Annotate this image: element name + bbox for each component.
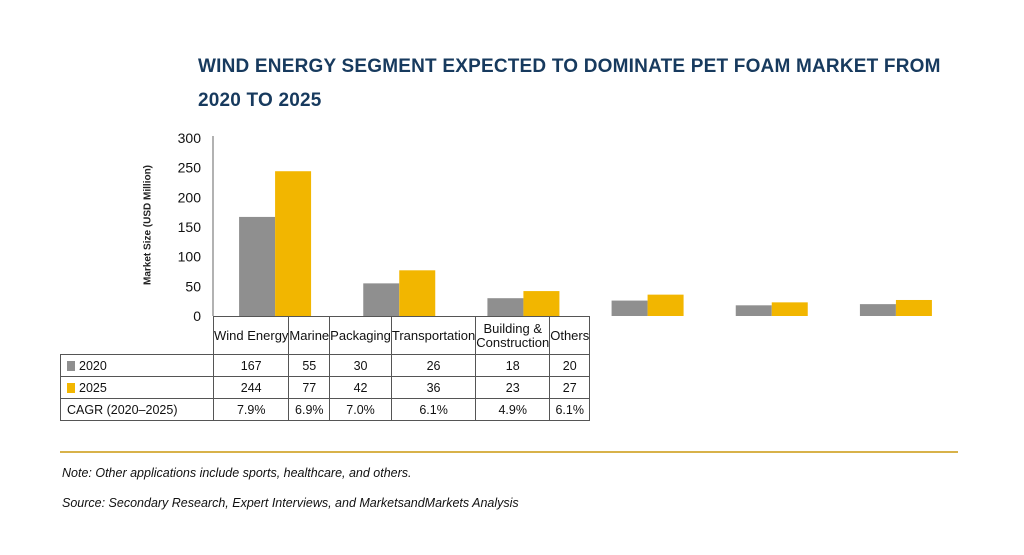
y-tick-label: 0 [193,308,201,324]
table-cell: 6.9% [288,398,331,421]
y-axis-label: Market Size (USD Million) [142,164,154,286]
bar-2020-5 [859,304,896,316]
data-table: Wind Energy Marine Packaging Transportat… [60,316,591,421]
bar-2020-3 [611,300,648,316]
table-category-cell: Others [549,316,591,355]
table-cell: 30 [329,354,392,377]
table-cell: 77 [288,376,331,399]
category-label: Wind Energy [214,327,289,343]
table-cell: 244 [212,376,290,399]
bar-chart: 0 50 100 150 200 250 300 [178,130,932,324]
category-label: Others [550,327,590,343]
row-label: 2025 [79,380,107,395]
row-header: 2025 [60,376,214,399]
category-label: Packaging [330,327,391,343]
separator-rule [60,451,958,453]
table-cell: 55 [288,354,331,377]
table-cell: 20 [549,354,591,377]
bar-2020-1 [363,283,400,316]
bar-2025-2 [523,291,560,316]
y-tick-label: 50 [185,278,201,294]
table-category-cell: Wind Energy [212,316,290,355]
category-label: Marine [289,327,330,343]
table-category-cell: Building & Construction [475,316,551,355]
table-cell: 27 [549,376,591,399]
table-row-2025: 2025 244 77 42 36 23 27 [60,376,591,399]
y-tick-label: 200 [178,189,202,205]
table-cell: 36 [390,376,477,399]
table-row-2020: 2020 167 55 30 26 18 20 [60,354,591,377]
table-cell: 7.9% [212,398,290,421]
bar-2020-0 [239,216,276,316]
bar-2025-5 [895,299,932,316]
y-tick-label: 250 [178,160,202,176]
table-cell: 26 [390,354,477,377]
y-tick-label: 100 [178,249,202,265]
table-cell: 6.1% [390,398,477,421]
table-category-cell: Marine [288,316,331,355]
note-text: Note: Other applications include sports,… [62,466,412,480]
table-cell: 7.0% [329,398,392,421]
y-tick-label: 150 [178,219,202,235]
table-category-cell: Packaging [329,316,392,355]
legend-swatch-2025 [67,382,75,393]
category-label: Transportation [391,327,476,343]
row-header: CAGR (2020–2025) [60,398,214,421]
bar-2025-3 [647,294,684,316]
table-cell: 167 [212,354,290,377]
table-corner [61,317,214,355]
bar-2025-0 [275,171,312,316]
table-category-row: Wind Energy Marine Packaging Transportat… [61,316,591,355]
table-cell: 23 [475,376,551,399]
row-header: 2020 [60,354,214,377]
table-cell: 4.9% [475,398,551,421]
category-label: Building & [483,320,542,336]
chart-title: WIND ENERGY SEGMENT EXPECTED TO DOMINATE… [198,56,941,111]
table-cell: 6.1% [549,398,591,421]
bar-2020-4 [735,305,772,316]
bar-2020-2 [487,298,524,316]
bar-2025-1 [399,270,436,316]
table-category-cell: Transportation [390,316,477,355]
source-text: Source: Secondary Research, Expert Inter… [62,496,519,510]
legend-swatch-2020 [67,360,75,371]
table-cell: 18 [475,354,551,377]
y-tick-label: 300 [178,130,202,146]
row-label: 2020 [79,358,107,373]
category-label-line2: Construction [476,334,550,350]
table-row-cagr: CAGR (2020–2025) 7.9% 6.9% 7.0% 6.1% 4.9… [60,398,591,421]
table-cell: 42 [329,376,392,399]
bar-2025-4 [771,302,808,316]
